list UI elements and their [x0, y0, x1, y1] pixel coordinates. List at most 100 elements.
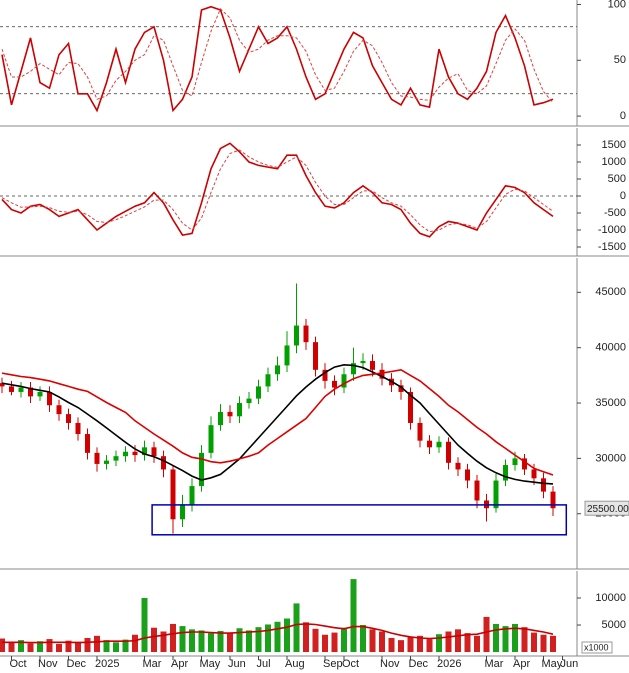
indicator-line: [1, 368, 554, 476]
y-tick-label: 100: [608, 0, 626, 10]
volume-bar: [217, 630, 224, 653]
candle-body: [303, 325, 309, 343]
indicator-line: [1, 142, 554, 238]
candle-body: [341, 374, 347, 388]
candle-body: [284, 345, 290, 366]
volume-bar: [122, 639, 129, 653]
x-tick-label: Dec: [409, 658, 429, 670]
candle-body: [85, 434, 90, 453]
candle-body: [94, 452, 100, 464]
volume-bar: [8, 642, 15, 653]
volume-bar: [56, 643, 62, 653]
volume-bar: [284, 618, 290, 653]
y-tick-label: 5000: [602, 619, 626, 631]
y-tick-label: 10000: [595, 592, 626, 604]
x-tick-label: Apr: [171, 658, 188, 670]
volume-bar: [84, 637, 91, 653]
candle-body: [427, 440, 432, 448]
candle-body: [313, 342, 318, 370]
indicator-line: [1, 149, 554, 233]
candle-body: [28, 387, 33, 397]
candle-body: [417, 422, 423, 441]
candle-body: [446, 441, 451, 463]
volume-bar: [0, 638, 5, 653]
volume-bar: [407, 636, 414, 653]
volume-bar: [521, 627, 528, 653]
volume-bar: [94, 635, 100, 653]
candle-body: [322, 369, 328, 381]
y-tick-label: 40000: [595, 342, 626, 354]
candle-body: [199, 452, 204, 487]
volume-bar: [550, 635, 556, 653]
candle-body: [66, 414, 71, 423]
candle-body: [37, 391, 43, 397]
volume-bar: [398, 640, 404, 653]
candle-body: [550, 491, 556, 509]
candle-body: [123, 451, 128, 457]
volume-bar: [274, 621, 281, 653]
volume-bar: [293, 603, 300, 653]
y-tick-label: 1000: [602, 156, 626, 168]
volume-bar: [198, 630, 205, 653]
indicator-line: [2, 623, 554, 644]
y-tick-label: 45000: [595, 286, 626, 298]
x-tick-label: Jun: [228, 658, 246, 670]
candle-body: [56, 405, 62, 415]
volume-bar: [493, 623, 499, 653]
candle-body: [47, 391, 52, 406]
x-tick-label: Jun: [561, 658, 579, 670]
x-tick-label: 2025: [95, 658, 119, 670]
candle-body: [265, 374, 271, 387]
volume-bar: [103, 640, 110, 653]
volume-bar: [483, 616, 490, 653]
x-tick-label: Aug: [285, 658, 305, 670]
volume-bar: [170, 623, 176, 653]
volume-bar: [18, 640, 24, 653]
candle-body: [237, 403, 242, 417]
y-tick-label: 1500: [602, 139, 626, 151]
volume-bar: [160, 631, 167, 653]
candle-body: [132, 451, 138, 456]
unit-label: x1000: [584, 642, 609, 652]
y-tick-label: -500: [604, 207, 626, 219]
volume-bar: [540, 634, 547, 653]
candle-body: [18, 387, 24, 392]
volume-bar: [341, 627, 347, 653]
candle-body: [161, 456, 166, 470]
y-tick-label: -1000: [598, 224, 626, 236]
x-tick-label: Nov: [38, 658, 58, 670]
volume-bar: [455, 629, 461, 653]
volume-bar: [303, 622, 309, 653]
volume-bar: [236, 628, 243, 653]
x-tick-label: Mar: [485, 658, 504, 670]
candle-body: [294, 325, 299, 346]
volume-bar: [360, 625, 366, 653]
highlight-box: [151, 504, 568, 536]
x-tick-label: Apr: [513, 658, 530, 670]
volume-bar: [417, 635, 423, 653]
candle-body: [189, 486, 195, 505]
candle-body: [379, 369, 385, 379]
volume-bar: [132, 634, 138, 653]
volume-bar: [331, 632, 338, 653]
candle-body: [142, 447, 147, 456]
last-price-box: [584, 500, 629, 516]
candle-body: [170, 469, 176, 520]
volume-bar: [246, 630, 252, 653]
candle-body: [436, 441, 442, 448]
x-tick-label: Dec: [67, 658, 87, 670]
candle-body: [493, 480, 499, 509]
volume-bar: [141, 598, 148, 653]
volume-bar: [265, 624, 271, 653]
x-tick-label: May: [542, 658, 563, 670]
candle-body: [75, 422, 81, 435]
x-tick-label: Nov: [380, 658, 400, 670]
y-tick-label: 500: [608, 173, 626, 185]
candle-body: [351, 363, 356, 375]
candle-body: [398, 385, 404, 392]
candle-body: [104, 460, 109, 464]
volume-bar: [531, 632, 537, 653]
y-tick-label: -1500: [598, 241, 626, 253]
